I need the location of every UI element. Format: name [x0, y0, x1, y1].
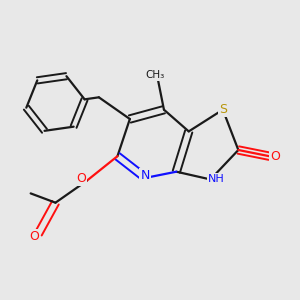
Text: NH: NH: [208, 174, 224, 184]
Text: N: N: [141, 169, 150, 182]
Text: O: O: [29, 230, 39, 243]
Text: S: S: [219, 103, 227, 116]
Text: O: O: [76, 172, 86, 185]
Text: O: O: [270, 150, 280, 163]
Text: CH₃: CH₃: [146, 70, 165, 80]
